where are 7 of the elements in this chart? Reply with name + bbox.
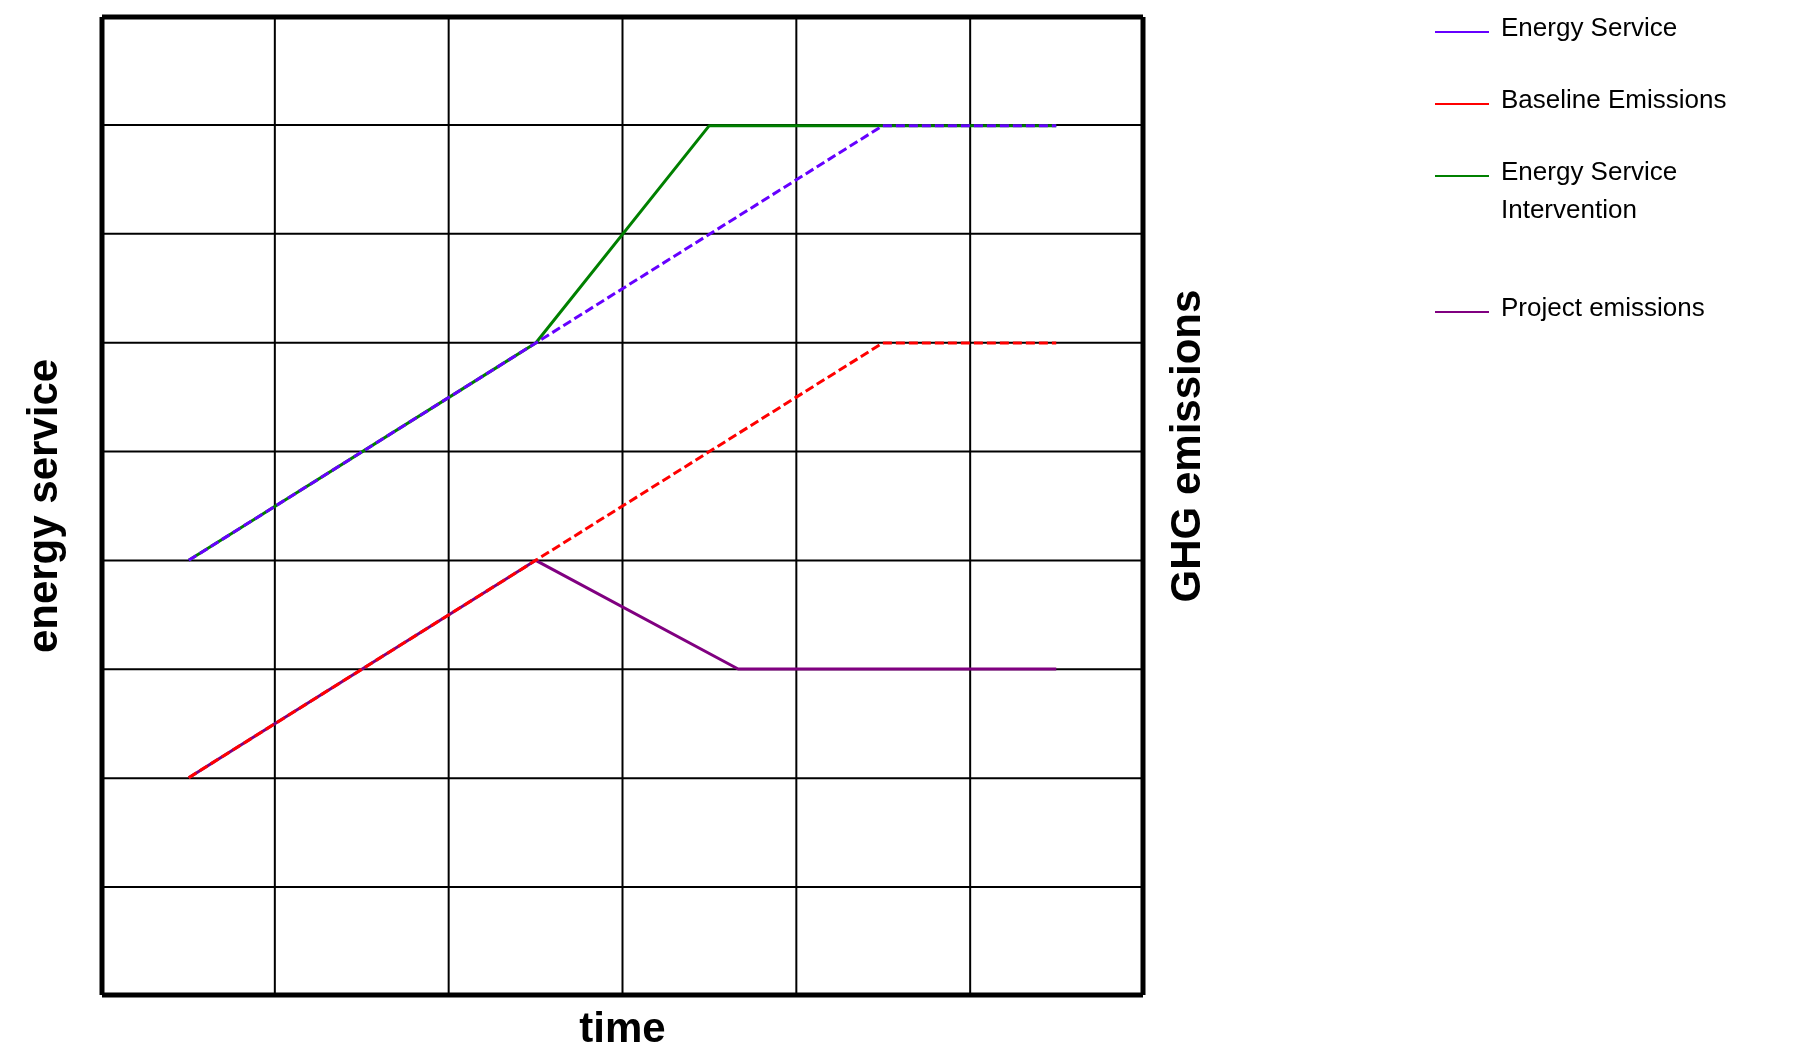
y2-axis-title: GHG emissions (1162, 289, 1210, 603)
x-axis-title: time (578, 1004, 667, 1051)
legend-label: Energy Service Intervention (1501, 155, 1679, 226)
legend-label: Project emissions (1501, 291, 1705, 324)
y-axis-title: energy service (19, 358, 67, 654)
legend-label: Baseline Emissions (1501, 83, 1727, 116)
legend-label: Energy Service (1501, 11, 1678, 44)
